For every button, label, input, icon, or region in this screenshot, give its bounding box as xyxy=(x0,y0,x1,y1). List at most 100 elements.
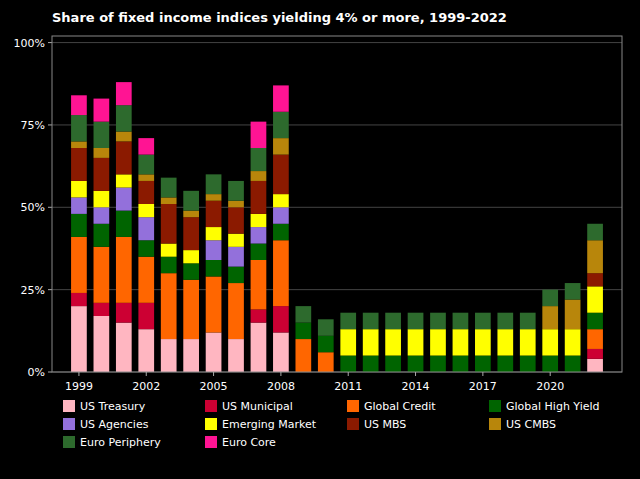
legend-swatch xyxy=(63,418,75,430)
legend-label: Emerging Market xyxy=(222,418,317,431)
bar-segment xyxy=(138,138,154,154)
bar-segment xyxy=(228,339,244,372)
bar-segment xyxy=(430,313,446,329)
bar-segment xyxy=(363,329,379,355)
bar-segment xyxy=(430,329,446,355)
bar-segment xyxy=(273,240,289,306)
bar-segment xyxy=(385,313,401,329)
x-tick xyxy=(280,372,281,376)
legend-swatch xyxy=(489,418,501,430)
bar-segment xyxy=(408,329,424,355)
legend-label: US Agencies xyxy=(80,418,149,431)
bar-segment xyxy=(161,177,177,178)
grid-line xyxy=(52,124,622,125)
bar-segment xyxy=(71,141,87,148)
legend-label: Global Credit xyxy=(364,400,436,413)
bar-segment xyxy=(251,148,267,171)
bar-segment xyxy=(587,349,603,359)
bar-segment xyxy=(587,329,603,349)
bar-segment xyxy=(587,313,603,329)
bar-segment xyxy=(497,329,513,355)
bar-segment xyxy=(206,201,222,227)
bar-segment xyxy=(206,227,222,240)
background xyxy=(0,0,640,479)
bar-segment xyxy=(587,273,603,286)
bar-segment xyxy=(138,181,154,204)
bar-segment xyxy=(408,356,424,372)
x-tick-label: 1999 xyxy=(65,380,93,393)
x-tick xyxy=(146,372,147,376)
bar-segment xyxy=(542,306,558,329)
bar-segment xyxy=(273,207,289,223)
y-tick xyxy=(48,289,52,290)
bar-segment xyxy=(587,286,603,312)
bar-segment xyxy=(138,303,154,329)
bar-segment xyxy=(183,263,199,279)
x-tick xyxy=(482,372,483,376)
bar-segment xyxy=(273,155,289,195)
bar-segment xyxy=(565,283,581,284)
bar-segment xyxy=(71,293,87,306)
bar-segment xyxy=(116,132,132,142)
bar-segment xyxy=(228,283,244,339)
bar-segment xyxy=(497,356,513,372)
grid xyxy=(52,43,622,372)
bar-segment xyxy=(273,85,289,111)
bar-segment xyxy=(340,312,356,313)
bar-segment xyxy=(318,319,334,320)
bar-segment xyxy=(251,323,267,372)
bar-segment xyxy=(228,201,244,208)
bar-segment xyxy=(363,356,379,372)
bar-segment xyxy=(273,224,289,240)
bar-segment xyxy=(340,313,356,329)
bar-segment xyxy=(475,312,491,313)
title: Share of fixed income indices yielding 4… xyxy=(52,10,507,25)
bar-segment xyxy=(295,339,311,372)
bar-segment xyxy=(228,267,244,283)
bar-segment xyxy=(161,339,177,372)
bar-segment xyxy=(183,190,199,191)
bar-segment xyxy=(385,312,401,313)
bar-segment xyxy=(71,197,87,213)
y-tick xyxy=(48,207,52,208)
legend-item: Emerging Market xyxy=(205,418,317,431)
bar-segment xyxy=(273,306,289,332)
legend-item: Euro Periphery xyxy=(63,436,161,449)
legend-item: Global Credit xyxy=(347,400,436,413)
chart: Share of fixed income indices yielding 4… xyxy=(0,0,640,479)
legend-swatch xyxy=(63,436,75,448)
legend-item: US Municipal xyxy=(205,400,293,413)
bar-segment xyxy=(565,283,581,299)
bar-segment xyxy=(138,174,154,181)
bar-segment xyxy=(453,312,469,313)
legend-swatch xyxy=(205,436,217,448)
bar-segment xyxy=(363,313,379,329)
series xyxy=(71,132,603,330)
bar-segment xyxy=(183,217,199,250)
y-tick-label: 100% xyxy=(14,37,45,50)
legend-label: Euro Core xyxy=(222,436,276,449)
bar-segment xyxy=(116,174,132,187)
bar-segment xyxy=(161,178,177,198)
bar-segment xyxy=(295,306,311,307)
bar-segment xyxy=(340,356,356,372)
bar-segment xyxy=(206,276,222,332)
bar-segment xyxy=(206,174,222,194)
bar-segment xyxy=(138,155,154,175)
bar-segment xyxy=(228,247,244,267)
bar-segment xyxy=(475,313,491,329)
bar-segment xyxy=(587,359,603,372)
y-tick xyxy=(48,42,52,43)
bar-segment xyxy=(251,309,267,322)
grid-line xyxy=(52,207,622,208)
bar-segment xyxy=(183,250,199,263)
legend-label: US Treasury xyxy=(80,400,146,413)
bar-segment xyxy=(94,148,110,158)
series xyxy=(71,141,603,286)
bars xyxy=(71,82,603,372)
series xyxy=(71,105,603,336)
bar-segment xyxy=(206,260,222,276)
bar-segment xyxy=(273,138,289,154)
bar-segment xyxy=(587,224,603,240)
bar-segment xyxy=(520,313,536,329)
